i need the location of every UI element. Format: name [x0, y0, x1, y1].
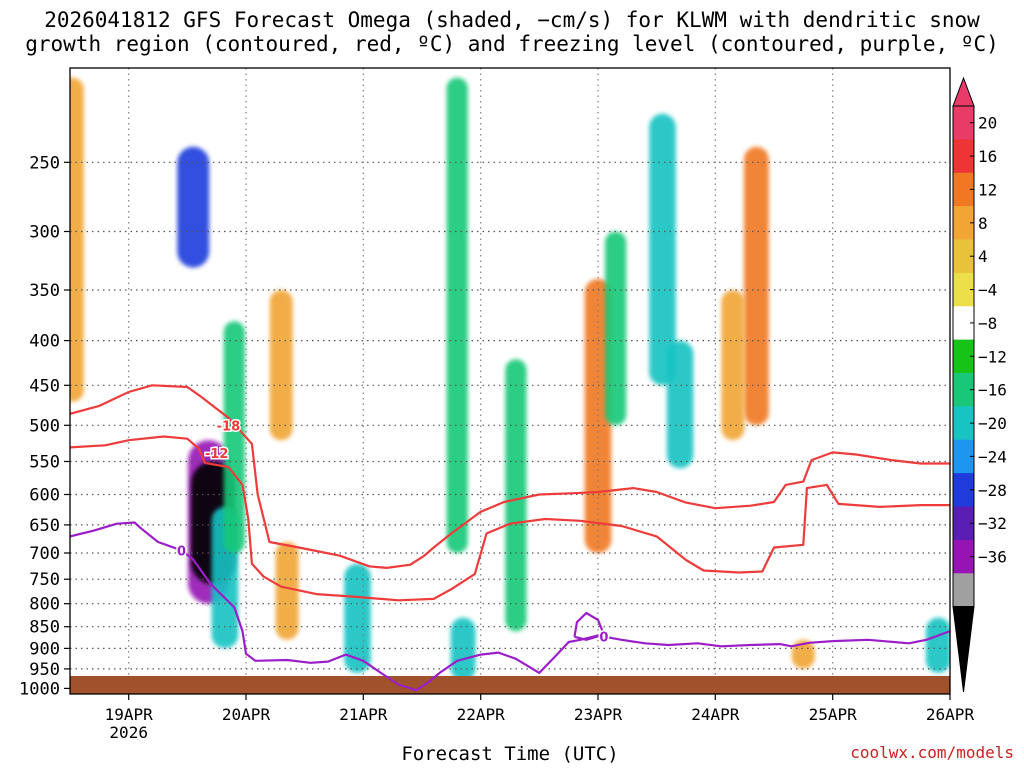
colorbar-label: −20 [978, 414, 1007, 433]
x-tick-label: 23APR [574, 705, 623, 724]
colorbar-label: −12 [978, 347, 1007, 366]
omega-feature [605, 231, 627, 426]
colorbar-label: −24 [978, 447, 1007, 466]
omega-feature [666, 340, 694, 469]
dgz-contour [70, 384, 950, 569]
colorbar-label: 12 [978, 180, 997, 199]
plot-border [69, 67, 951, 695]
x-tick-label: 20APR [222, 705, 271, 724]
x-tick-label: 22APR [457, 705, 506, 724]
colorbar-swatch [953, 373, 974, 407]
colorbar-swatch [953, 339, 974, 374]
colorbar-swatch [953, 306, 974, 341]
terrain-ground [70, 676, 950, 694]
colorbar-label: 4 [978, 247, 988, 266]
y-tick-label: 350 [29, 281, 60, 301]
colorbar-swatch [953, 506, 974, 541]
colorbar-swatch [953, 573, 974, 608]
colorbar-swatch [953, 139, 974, 174]
colorbar-swatch [953, 439, 974, 474]
colorbar-swatch [953, 473, 974, 507]
omega-feature [275, 542, 299, 640]
omega-feature [344, 563, 371, 673]
colorbar-label: −28 [978, 481, 1007, 500]
colorbar-label: −16 [978, 381, 1007, 400]
omega-feature [649, 113, 676, 386]
y-tick-label: 950 [29, 660, 60, 680]
omega-feature [450, 617, 476, 681]
omega-feature [223, 321, 245, 553]
contour-label: -18 [217, 419, 241, 434]
colorbar-label: 16 [978, 147, 997, 166]
y-tick-label: 900 [29, 639, 60, 659]
time-axis: 19APR 20APR 21APR 22APR 23APR 24APR 25APR 26APR… [105, 694, 975, 742]
contour-label: 0 [177, 544, 186, 559]
contour-label: -12 [205, 447, 229, 462]
colorbar-label: −36 [978, 548, 1007, 567]
colorbar-swatch [953, 206, 974, 240]
colorbar-swatch [953, 272, 974, 307]
y-tick-label: 700 [29, 544, 60, 564]
y-tick-label: 650 [29, 516, 60, 536]
omega-feature [177, 146, 210, 268]
colorbar-max-arrow [952, 76, 975, 107]
omega-shading [70, 77, 950, 681]
freezing-level-loop [573, 611, 605, 641]
freezing-level-contour [70, 521, 950, 692]
y-tick-label: 600 [29, 486, 60, 506]
x-axis-label: Forecast Time (UTC) [401, 743, 619, 765]
y-tick-label: 250 [29, 153, 60, 173]
colorbar-swatch [953, 406, 974, 441]
colorbar-min-arrow [952, 606, 975, 693]
y-tick-label: 850 [29, 618, 60, 638]
chart-title: 2026041812 GFS Forecast Omega (shaded, −… [44, 8, 980, 32]
omega-feature [925, 617, 950, 673]
omega-feature [446, 77, 468, 553]
x-tick-label: 21APR [339, 705, 388, 724]
x-tick-label: 26APR [926, 705, 975, 724]
colorbar-label: 8 [978, 214, 988, 233]
colorbar-label: −4 [978, 281, 997, 300]
x-tick-label: 19APR [105, 705, 154, 724]
y-tick-label: 1000 [19, 679, 60, 699]
omega-colorbar: 20 16 12 8 4 −4 −8 −12 −16 −20 −24 −28 −32 −36 [952, 76, 1007, 693]
y-tick-label: 500 [29, 416, 60, 436]
colorbar-swatch [953, 239, 974, 274]
y-tick-label: 550 [29, 453, 60, 473]
y-tick-label: 750 [29, 570, 60, 590]
y-tick-label: 300 [29, 223, 60, 243]
contour-lines: -18 -12 0 0 [70, 384, 950, 692]
x-tick-label: 24APR [691, 705, 740, 724]
colorbar-swatch [953, 106, 974, 140]
omega-feature [269, 290, 293, 441]
chart-subtitle: growth region (contoured, red, ºC) and f… [25, 32, 999, 56]
colorbar-label: −32 [978, 514, 1007, 533]
pressure-axis: 2503003504004505005506006507007508008509… [19, 153, 70, 699]
colorbar-label: 20 [978, 114, 997, 133]
y-tick-label: 400 [29, 332, 60, 352]
source-credit: coolwx.com/models [850, 743, 1014, 762]
colorbar-swatch [953, 539, 974, 574]
x-year-label: 2026 [109, 723, 148, 742]
x-tick-label: 25APR [809, 705, 858, 724]
y-tick-label: 450 [29, 376, 60, 396]
dotted-grid [70, 68, 951, 694]
colorbar-swatch [953, 172, 974, 207]
omega-feature [721, 290, 745, 441]
colorbar-label: −8 [978, 314, 997, 333]
omega-feature [505, 359, 527, 632]
omega-feature [791, 639, 815, 669]
contour-label: 0 [599, 630, 608, 645]
omega-feature [744, 146, 769, 426]
dgz-contour [70, 435, 950, 602]
y-tick-label: 800 [29, 595, 60, 615]
omega-feature [70, 77, 84, 402]
